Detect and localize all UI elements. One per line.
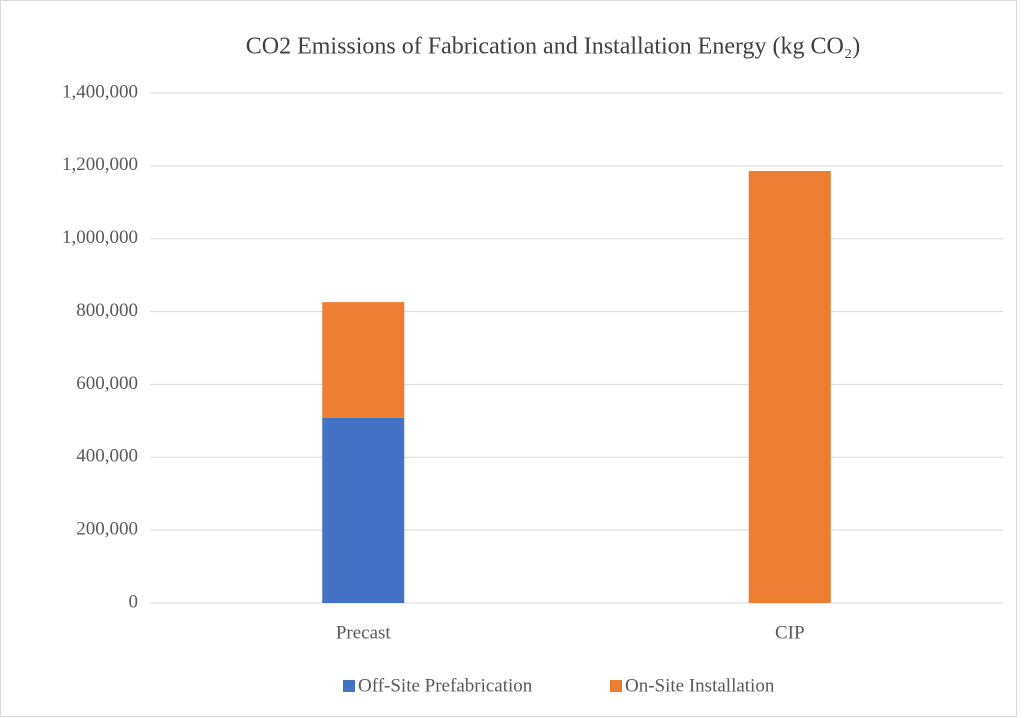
legend-swatch xyxy=(343,680,355,692)
bar-segment xyxy=(748,170,831,603)
x-tick-label: Precast xyxy=(336,622,392,643)
y-tick-label: 1,200,000 xyxy=(62,154,138,175)
bar-segment xyxy=(322,417,405,603)
y-tick-label: 200,000 xyxy=(76,519,138,540)
y-tick-label: 1,000,000 xyxy=(62,227,138,248)
legend-swatch xyxy=(610,680,622,692)
y-tick-label: 600,000 xyxy=(76,373,138,394)
legend-label: On-Site Installation xyxy=(625,675,775,696)
y-tick-label: 1,400,000 xyxy=(62,81,138,102)
legend-label: Off-Site Prefabrication xyxy=(358,675,533,696)
chart-title: CO2 Emissions of Fabrication and Install… xyxy=(246,34,861,60)
bar-segment xyxy=(322,302,405,418)
y-tick-label: 800,000 xyxy=(76,300,138,321)
y-tick-label: 0 xyxy=(129,591,139,612)
x-tick-label: CIP xyxy=(775,622,805,643)
y-tick-label: 400,000 xyxy=(76,446,138,467)
